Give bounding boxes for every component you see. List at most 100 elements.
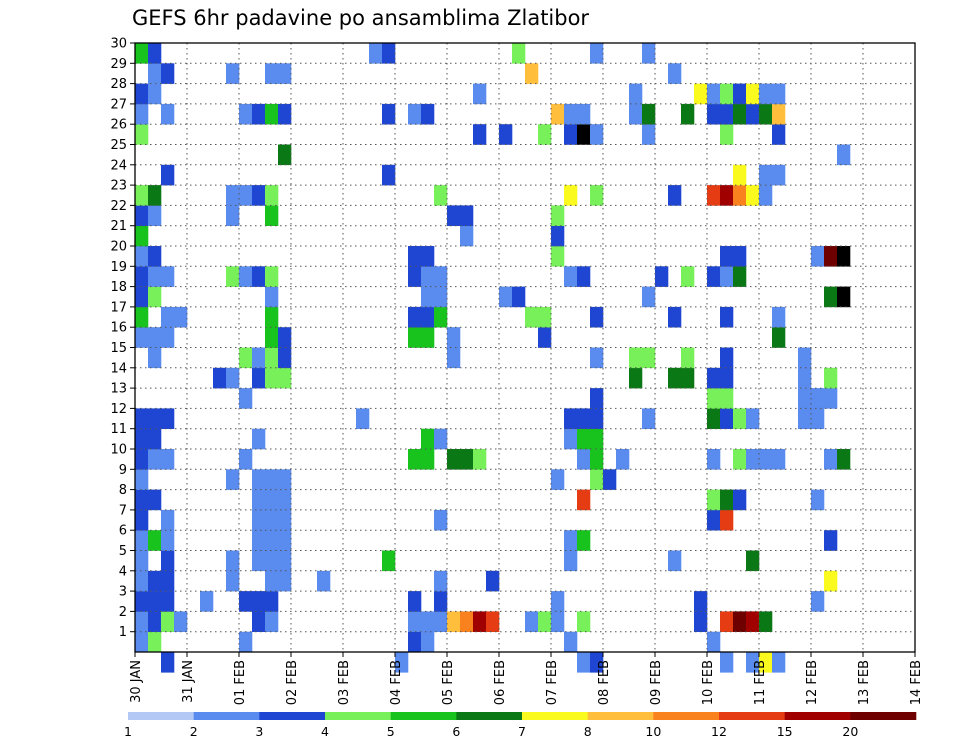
x-tick-label: 30 JAN xyxy=(129,660,144,703)
heatmap-cell xyxy=(733,83,747,105)
heatmap-cell xyxy=(135,286,149,308)
heatmap-cell xyxy=(564,550,578,572)
colorbar-segment xyxy=(325,712,391,720)
heatmap-cell xyxy=(265,205,279,226)
heatmap-cell xyxy=(772,103,786,125)
heatmap-cell xyxy=(759,185,773,206)
heatmap-cell xyxy=(720,124,734,145)
heatmap-cell xyxy=(226,266,240,287)
heatmap-cell xyxy=(551,225,565,247)
heatmap-cell xyxy=(135,530,149,551)
heatmap-cell xyxy=(772,124,786,145)
heatmap-cell xyxy=(707,266,721,287)
heatmap-cell xyxy=(681,347,695,369)
heatmap-cell xyxy=(642,347,656,369)
x-tick-label: 03 FEB xyxy=(337,660,352,705)
heatmap-cell xyxy=(239,185,253,206)
heatmap-cell xyxy=(720,652,734,673)
y-tick-label: 16 xyxy=(110,321,127,336)
heatmap-cell xyxy=(148,631,162,653)
heatmap-cell xyxy=(681,103,695,125)
heatmap-cell xyxy=(148,83,162,105)
heatmap-cell xyxy=(252,469,266,490)
heatmap-cell xyxy=(824,530,838,551)
heatmap-cell xyxy=(135,124,149,145)
heatmap-cell xyxy=(252,530,266,551)
heatmap-cell xyxy=(265,530,279,551)
heatmap-cell xyxy=(668,367,682,389)
heatmap-cell xyxy=(161,449,175,470)
heatmap-cell xyxy=(512,286,526,308)
heatmap-cell xyxy=(252,489,266,511)
heatmap-cell xyxy=(148,246,162,267)
y-tick-label: 13 xyxy=(110,382,127,397)
heatmap-cell xyxy=(460,611,474,632)
heatmap-cell xyxy=(148,63,162,84)
colorbar-tick-label: 20 xyxy=(842,724,858,739)
heatmap-cell xyxy=(148,185,162,206)
heatmap-cell xyxy=(226,367,240,389)
axis-layer: 1234567891011121314151617181920212223242… xyxy=(110,37,924,706)
heatmap-cell xyxy=(707,489,721,511)
colorbar-tick-label: 15 xyxy=(777,724,793,739)
colorbar-tick-label: 3 xyxy=(255,724,263,739)
y-tick-label: 5 xyxy=(119,544,127,559)
heatmap-cell xyxy=(720,83,734,105)
heatmap-cell xyxy=(707,185,721,206)
heatmap-cell xyxy=(655,266,669,287)
heatmap-cell xyxy=(746,83,760,105)
heatmap-cell xyxy=(499,286,513,308)
heatmap-cell xyxy=(772,306,786,328)
heatmap-cell xyxy=(408,327,422,348)
heatmap-cell xyxy=(720,347,734,369)
heatmap-cell xyxy=(434,509,448,531)
heatmap-cell xyxy=(434,611,448,632)
heatmap-cell xyxy=(148,327,162,348)
colorbar-segment xyxy=(128,712,194,720)
heatmap-cell xyxy=(278,530,292,551)
heatmap-cell xyxy=(161,509,175,531)
heatmap-cell xyxy=(512,43,526,64)
heatmap-cell xyxy=(642,43,656,64)
heatmap-cell xyxy=(564,124,578,145)
heatmap-cell xyxy=(564,428,578,450)
heatmap-cell xyxy=(707,449,721,470)
heatmap-cell xyxy=(278,550,292,572)
heatmap-cell xyxy=(811,388,825,409)
heatmap-cell xyxy=(590,428,604,450)
heatmap-cell xyxy=(811,489,825,511)
heatmap-cell xyxy=(590,306,604,328)
heatmap-cell xyxy=(798,367,812,389)
y-tick-label: 22 xyxy=(110,199,127,214)
colorbar-tick-label: 12 xyxy=(711,724,727,739)
heatmap-cell xyxy=(772,652,786,673)
heatmap-cell xyxy=(577,124,591,145)
colorbar-tick-label: 4 xyxy=(321,724,329,739)
heatmap-cell xyxy=(668,185,682,206)
y-tick-label: 19 xyxy=(110,260,127,275)
heatmap-cell xyxy=(278,144,292,166)
y-tick-label: 17 xyxy=(110,300,127,315)
heatmap-cell xyxy=(629,347,643,369)
heatmap-cell xyxy=(265,509,279,531)
heatmap-cell xyxy=(590,185,604,206)
heatmap-cell xyxy=(694,83,708,105)
heatmap-cell xyxy=(135,611,149,632)
heatmap-cell xyxy=(525,306,539,328)
heatmap-cell xyxy=(733,449,747,470)
heatmap-cell xyxy=(707,367,721,389)
heatmap-cell xyxy=(278,367,292,389)
heatmap-cell xyxy=(551,205,565,226)
heatmap-cell xyxy=(135,489,149,511)
x-tick-label: 01 FEB xyxy=(233,660,248,705)
heatmap-cell xyxy=(317,570,331,592)
heatmap-cell xyxy=(642,124,656,145)
heatmap-cell xyxy=(733,489,747,511)
heatmap-cell xyxy=(382,43,396,64)
heatmap-cell xyxy=(239,347,253,369)
colorbar-tick-label: 1 xyxy=(124,724,132,739)
x-tick-label: 07 FEB xyxy=(545,660,560,705)
heatmap-cell xyxy=(616,449,630,470)
heatmap-cell xyxy=(577,449,591,470)
heatmap-cell xyxy=(265,469,279,490)
